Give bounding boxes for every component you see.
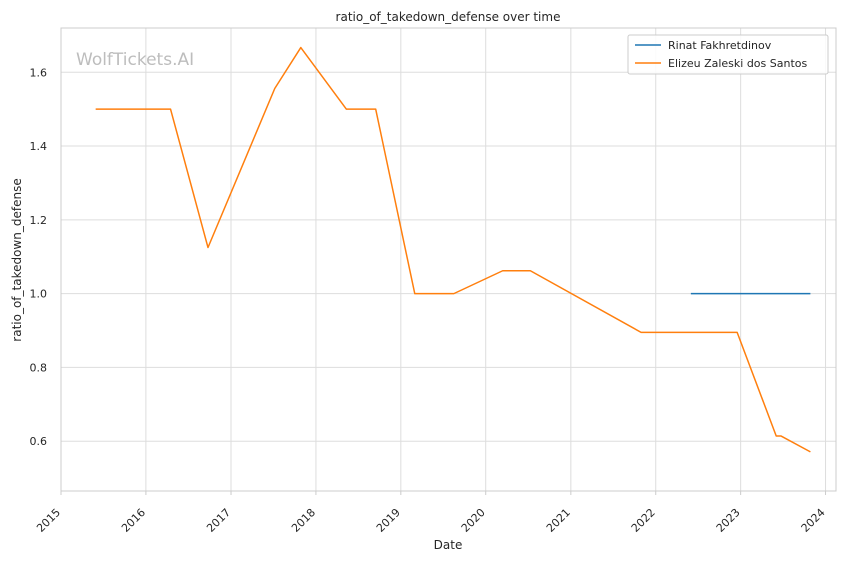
y-tick-label-0.6: 0.6 xyxy=(30,435,48,448)
watermark-text: WolfTickets.AI xyxy=(76,50,194,70)
y-axis-ticks: 0.6 0.8 1.0 1.2 1.4 1.6 xyxy=(30,66,48,448)
series-lines xyxy=(95,46,811,453)
legend-box xyxy=(627,34,829,75)
y-tick-label-1.4: 1.4 xyxy=(30,140,48,153)
y-tick-label-1.0: 1.0 xyxy=(30,288,48,301)
legend: Rinat Fakhretdinov Elizeu Zaleski dos Sa… xyxy=(627,34,829,75)
x-axis-title: Date xyxy=(434,538,463,552)
y-tick-label-1.2: 1.2 xyxy=(30,214,48,227)
y-tick-label-0.8: 0.8 xyxy=(30,361,48,374)
legend-label-elizeu-zaleski-dos-santos: Elizeu Zaleski dos Santos xyxy=(668,57,808,70)
plot-area-frame xyxy=(60,27,837,492)
series-line-elizeu-zaleski-dos-santos xyxy=(95,46,811,453)
y-tick-label-1.6: 1.6 xyxy=(30,66,48,79)
y-axis-title: ratio_of_takedown_defense xyxy=(10,178,24,341)
chart-title: ratio_of_takedown_defense over time xyxy=(336,10,561,24)
legend-label-rinat-fakhretdinov: Rinat Fakhretdinov xyxy=(668,39,772,52)
